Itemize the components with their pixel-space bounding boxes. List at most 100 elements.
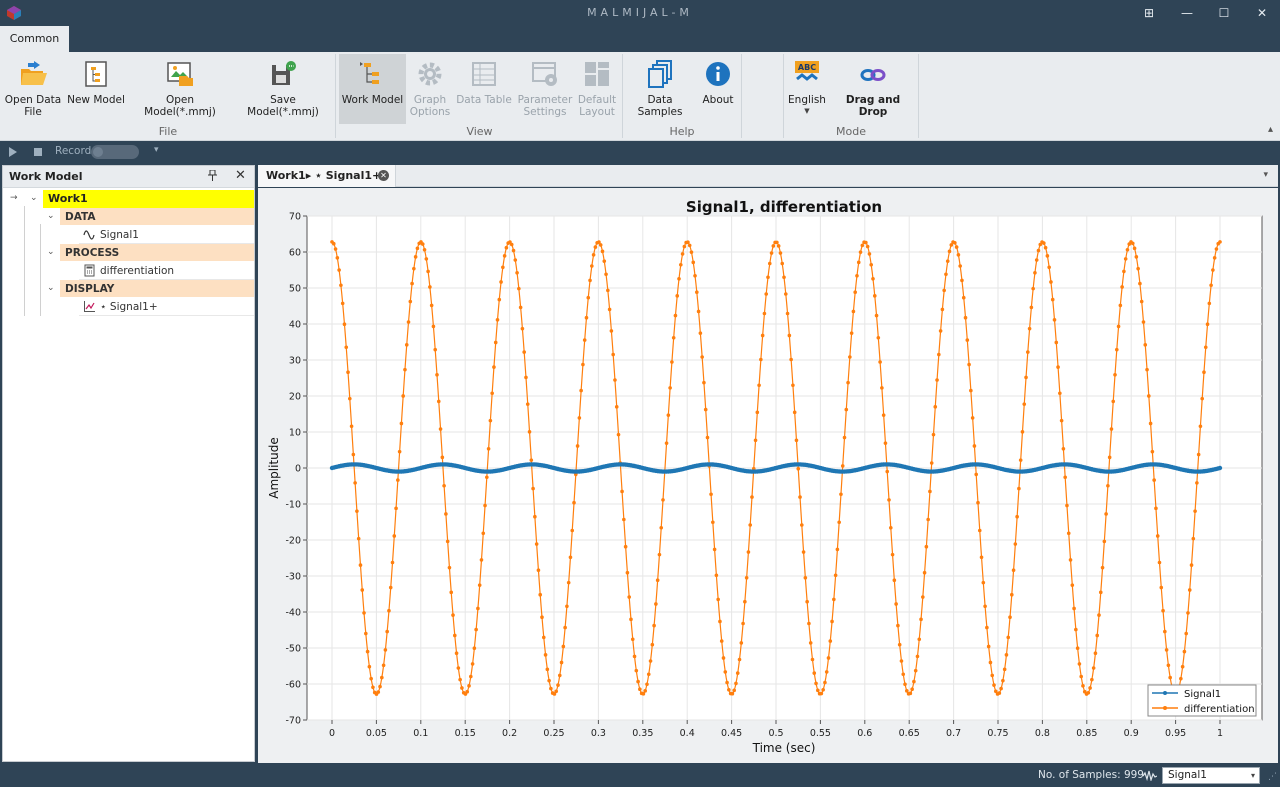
default-layout-button[interactable]: Default Layout xyxy=(577,54,617,124)
parameter-settings-label: Parameter Settings xyxy=(517,94,573,118)
work-model-button[interactable]: Work Model xyxy=(339,54,406,124)
open-data-file-button[interactable]: Open Data File xyxy=(4,54,62,124)
new-model-label: New Model xyxy=(67,94,125,106)
play-button[interactable] xyxy=(9,147,17,157)
ribbon-tab-strip: Common xyxy=(0,26,1280,52)
panel-header: Work Model ✕ xyxy=(3,166,254,188)
x-tick-label: 0.45 xyxy=(721,728,742,739)
minimize-button[interactable]: — xyxy=(1181,6,1193,20)
series-line xyxy=(331,463,1221,473)
tab-list-dropdown[interactable]: ▾ xyxy=(1263,170,1268,180)
y-tick-label: -50 xyxy=(285,644,301,655)
x-tick-label: 0.1 xyxy=(413,728,428,739)
chevron-down-icon: ▾ xyxy=(1250,771,1255,780)
work-model-icon xyxy=(359,62,379,84)
y-tick-label: 0 xyxy=(295,464,301,475)
data-samples-button[interactable]: Data Samples xyxy=(626,54,694,124)
tab-common[interactable]: Common xyxy=(0,26,69,52)
about-button[interactable]: About xyxy=(698,54,738,124)
ribbon-group-mode: Mode xyxy=(836,125,866,138)
panel-title: Work Model xyxy=(9,170,83,183)
x-tick-label: 0.2 xyxy=(502,728,517,739)
new-model-button[interactable]: New Model xyxy=(66,54,126,124)
data-table-label: Data Table xyxy=(456,94,512,106)
data-table-button[interactable]: Data Table xyxy=(456,54,512,124)
tree-item-signal1-plus[interactable]: ⋆ Signal1+ xyxy=(79,298,254,316)
document-tab-strip: Work1▸ ⋆ Signal1+ ✕ ▾ xyxy=(258,165,1278,187)
y-axis-label: Amplitude xyxy=(267,437,281,499)
expand-display-icon[interactable]: ⌄ xyxy=(47,283,55,293)
ribbon-group-view: View xyxy=(466,125,493,138)
tree-item-label: differentiation xyxy=(100,265,175,277)
pin-icon[interactable] xyxy=(208,169,217,184)
ribbon-collapse-button[interactable]: ▴ xyxy=(1267,124,1273,135)
tree-line xyxy=(24,206,25,316)
drag-and-drop-label: Drag and Drop xyxy=(845,94,901,118)
legend-label-differentiation: differentiation xyxy=(1184,704,1255,715)
about-label: About xyxy=(702,94,734,106)
expand-data-icon[interactable]: ⌄ xyxy=(47,211,55,221)
tab-signal1-plus[interactable]: Work1▸ ⋆ Signal1+ ✕ xyxy=(258,165,396,187)
ribbon-separator xyxy=(335,54,336,138)
resize-grip-icon[interactable]: ⋰ xyxy=(1268,772,1277,782)
chart-legend: Signal1 differentiation xyxy=(1147,684,1257,717)
x-tick-label: 0.25 xyxy=(543,728,564,739)
drag-and-drop-button[interactable]: Drag and Drop xyxy=(831,54,915,124)
save-model-button[interactable]: Save Model(*.mmj) xyxy=(234,54,332,124)
tree-item-signal1[interactable]: Signal1 xyxy=(79,226,254,244)
language-badge-text: ABC xyxy=(798,63,816,72)
graph-options-button[interactable]: Graph Options xyxy=(408,54,452,124)
x-tick-label: 1 xyxy=(1217,728,1223,739)
calculator-icon xyxy=(84,264,95,277)
close-window-button[interactable]: ✕ xyxy=(1256,6,1268,20)
x-tick-label: 0.15 xyxy=(455,728,476,739)
ribbon-separator xyxy=(783,54,784,138)
stop-button[interactable] xyxy=(34,148,42,156)
x-tick-label: 0.85 xyxy=(1076,728,1097,739)
tree-item-work1[interactable]: Work1 xyxy=(43,190,254,208)
signal-wave-icon xyxy=(1143,770,1157,781)
open-data-file-label: Open Data File xyxy=(4,94,62,118)
new-model-icon xyxy=(85,61,107,87)
maximize-button[interactable]: ☐ xyxy=(1218,6,1230,20)
record-toggle[interactable] xyxy=(91,145,139,159)
x-tick-label: 0.95 xyxy=(1165,728,1186,739)
tree-category-process[interactable]: PROCESS xyxy=(60,244,254,262)
open-folder-icon xyxy=(21,61,47,85)
open-model-button[interactable]: Open Model(*.mmj) xyxy=(130,54,230,124)
snap-layout-button[interactable]: ⊞ xyxy=(1143,6,1155,20)
x-tick-label: 0.5 xyxy=(768,728,783,739)
work-model-label: Work Model xyxy=(341,94,404,106)
tree-item-differentiation[interactable]: differentiation xyxy=(79,262,254,280)
parameter-settings-button[interactable]: Parameter Settings xyxy=(516,54,574,124)
legend-marker-signal1 xyxy=(1163,691,1167,695)
record-label: Record xyxy=(55,145,92,157)
samples-count: No. of Samples: 999 xyxy=(1038,769,1144,781)
language-dropdown[interactable]: ABC English ▼ xyxy=(787,54,827,124)
x-tick-label: 0.75 xyxy=(987,728,1008,739)
expand-process-icon[interactable]: ⌄ xyxy=(47,247,55,257)
wave-icon xyxy=(83,230,95,240)
panel-close-button[interactable]: ✕ xyxy=(235,168,246,183)
ribbon-separator xyxy=(622,54,623,138)
legend-label-signal1: Signal1 xyxy=(1184,689,1221,700)
tree-item-label: ⋆ Signal1+ xyxy=(100,301,158,313)
expand-work1-icon[interactable]: ⌄ xyxy=(30,193,38,203)
record-dropdown-icon[interactable]: ▾ xyxy=(154,145,159,155)
work-model-panel: Work Model ✕ → ⌄ Work1 ⌄ DATA Signal1 ⌄ … xyxy=(2,165,255,762)
language-icon: ABC xyxy=(795,61,819,81)
tree-line xyxy=(40,224,41,316)
y-tick-label: -70 xyxy=(285,716,301,727)
x-tick-label: 0.4 xyxy=(680,728,695,739)
tree-category-data[interactable]: DATA xyxy=(60,208,254,226)
graph-options-label: Graph Options xyxy=(409,94,451,118)
x-tick-label: 0.05 xyxy=(366,728,387,739)
close-tab-icon[interactable]: ✕ xyxy=(378,170,389,181)
series-differentiation xyxy=(330,240,1222,696)
tree-category-display[interactable]: DISPLAY xyxy=(60,280,254,298)
x-axis-label: Time (sec) xyxy=(752,741,816,755)
signal-select[interactable]: Signal1 ▾ xyxy=(1162,767,1260,784)
x-tick-label: 0.9 xyxy=(1124,728,1139,739)
x-tick-label: 0 xyxy=(329,728,335,739)
y-tick-label: 70 xyxy=(289,212,301,223)
